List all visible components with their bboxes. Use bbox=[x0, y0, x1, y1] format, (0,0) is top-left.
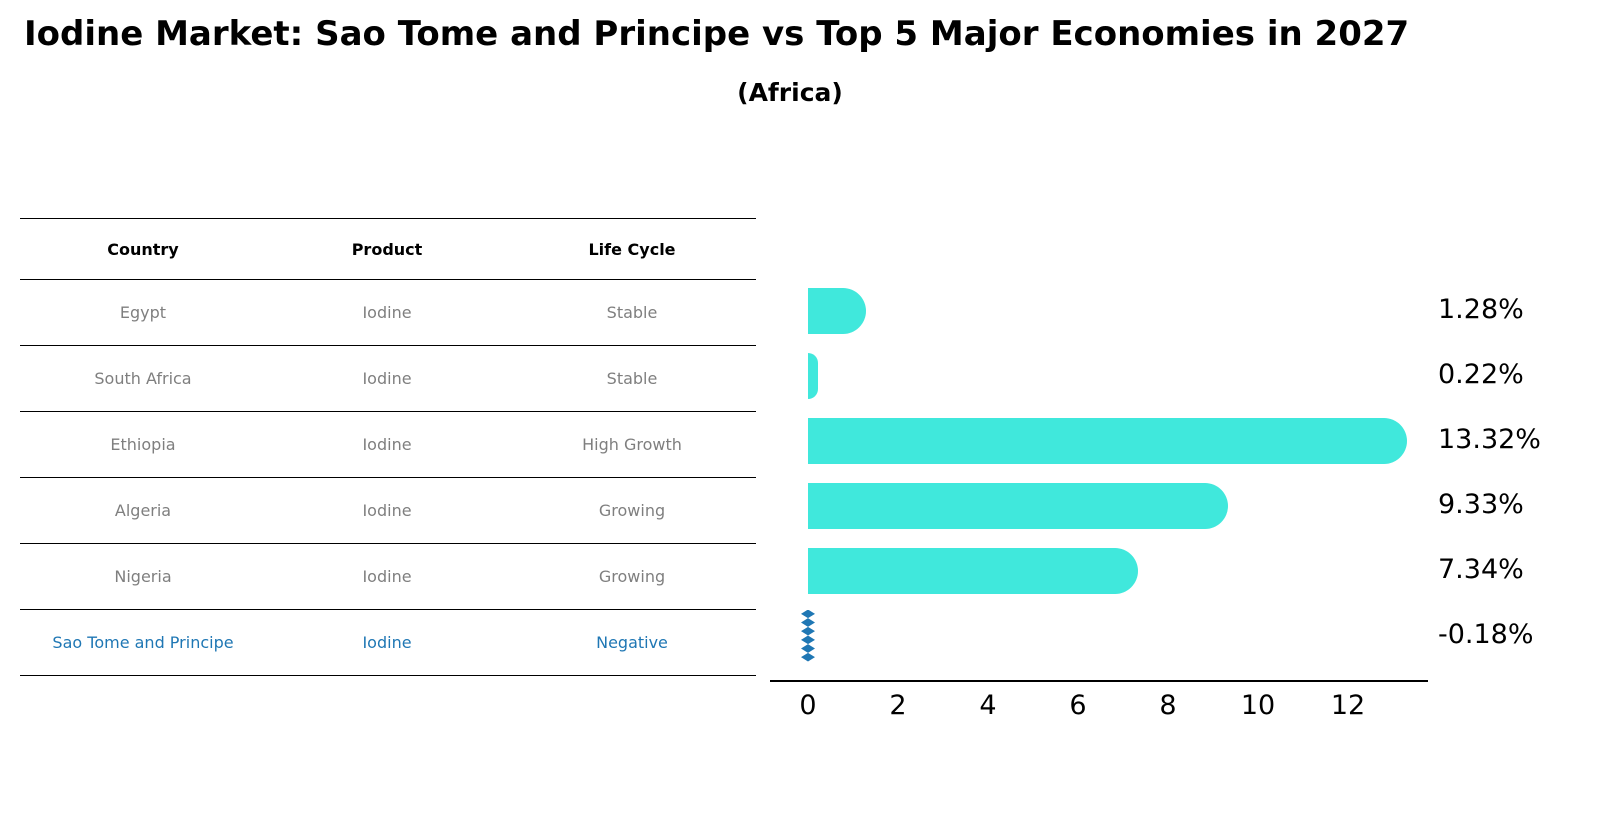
table-row: Nigeria Iodine Growing bbox=[20, 544, 756, 610]
table-cell-life-cycle: Growing bbox=[598, 501, 666, 520]
table-cell-country: Sao Tome and Principe bbox=[52, 633, 234, 652]
table-row: Algeria Iodine Growing bbox=[20, 478, 756, 544]
bar-nigeria bbox=[808, 547, 1139, 594]
value-label: 13.32% bbox=[1438, 423, 1541, 455]
value-label: -0.18% bbox=[1438, 618, 1534, 650]
table-cell-life-cycle: Stable bbox=[606, 369, 658, 388]
table-body: Egypt Iodine Stable South Africa Iodine Stabl… bbox=[20, 280, 756, 676]
x-tick-label: 12 bbox=[1330, 690, 1366, 721]
table-cell-product: Iodine bbox=[362, 633, 412, 652]
table-cell-life-cycle: Growing bbox=[598, 567, 666, 586]
table-cell-product: Iodine bbox=[362, 435, 412, 454]
table-row: Sao Tome and Principe Iodine Negative bbox=[20, 610, 756, 676]
bar-ethiopia bbox=[808, 417, 1408, 464]
table-cell-life-cycle: High Growth bbox=[582, 435, 682, 454]
chart-subtitle: (Africa) bbox=[737, 78, 843, 107]
table-cell-country: South Africa bbox=[94, 369, 192, 388]
x-tick-label: 8 bbox=[1159, 690, 1177, 721]
col-header-country: Country bbox=[107, 239, 179, 259]
table-row: Ethiopia Iodine High Growth bbox=[20, 412, 756, 478]
table-cell-product: Iodine bbox=[362, 501, 412, 520]
bar-south-africa bbox=[808, 352, 818, 399]
table-cell-life-cycle: Negative bbox=[596, 633, 668, 652]
x-tick-label: 0 bbox=[799, 690, 817, 721]
bar-egypt bbox=[808, 287, 866, 334]
table-cell-country: Nigeria bbox=[114, 567, 172, 586]
value-label: 9.33% bbox=[1438, 488, 1524, 520]
negative-bar-sao-tome-and-principe bbox=[801, 609, 815, 662]
table-cell-product: Iodine bbox=[362, 369, 412, 388]
country-table: Country Product Life Cycle Egypt Iodine St… bbox=[20, 218, 756, 676]
value-label: 1.28% bbox=[1438, 293, 1524, 325]
x-tick-label: 10 bbox=[1240, 690, 1276, 721]
table-cell-life-cycle: Stable bbox=[606, 303, 658, 322]
table-row: South Africa Iodine Stable bbox=[20, 346, 756, 412]
table-cell-country: Egypt bbox=[119, 303, 167, 322]
table-cell-country: Algeria bbox=[114, 501, 172, 520]
value-label: 0.22% bbox=[1438, 358, 1524, 390]
value-label: 7.34% bbox=[1438, 553, 1524, 585]
table-header-row: Country Product Life Cycle bbox=[20, 218, 756, 280]
x-axis-line bbox=[770, 680, 1428, 682]
x-tick-label: 2 bbox=[889, 690, 907, 721]
col-header-lifecycle: Life Cycle bbox=[588, 239, 676, 259]
chart-title: Iodine Market: Sao Tome and Principe vs … bbox=[24, 14, 1410, 54]
x-tick-label: 6 bbox=[1069, 690, 1087, 721]
col-header-product: Product bbox=[351, 239, 423, 259]
x-tick-label: 4 bbox=[979, 690, 997, 721]
table-cell-product: Iodine bbox=[362, 303, 412, 322]
bar-chart-plot bbox=[801, 218, 1488, 670]
bar-algeria bbox=[808, 482, 1228, 529]
table-row: Egypt Iodine Stable bbox=[20, 280, 756, 346]
table-cell-product: Iodine bbox=[362, 567, 412, 586]
table-cell-country: Ethiopia bbox=[110, 435, 176, 454]
